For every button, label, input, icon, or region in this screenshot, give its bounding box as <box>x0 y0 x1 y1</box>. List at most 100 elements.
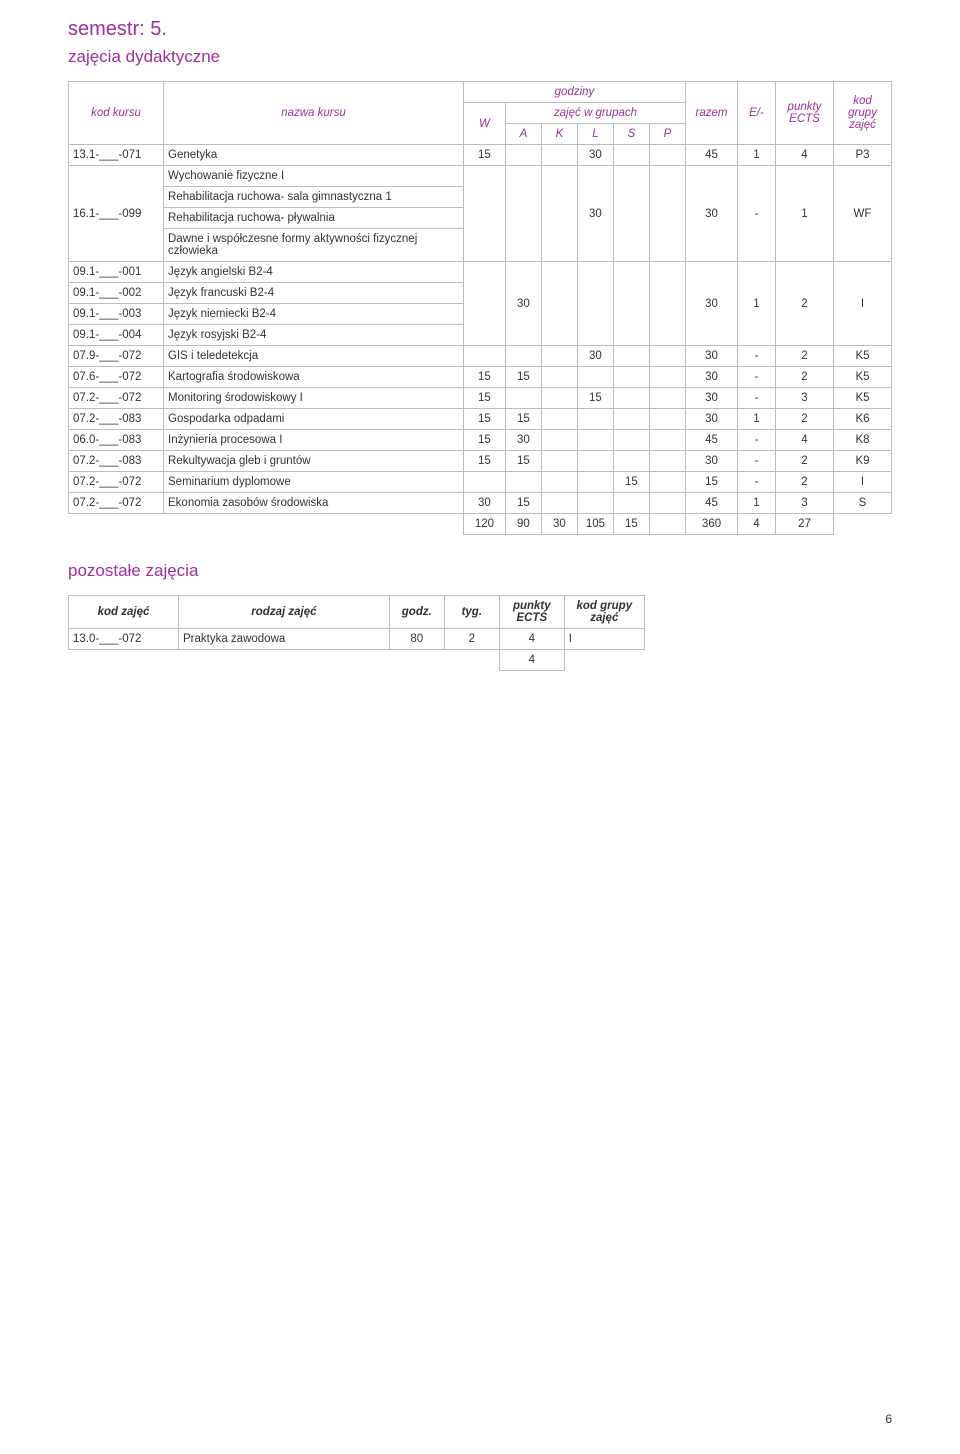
cell: 30 <box>463 493 505 514</box>
cell: 45 <box>686 493 738 514</box>
cell <box>613 166 649 262</box>
sum-blank <box>164 514 464 535</box>
cell <box>463 166 505 262</box>
cell <box>613 430 649 451</box>
cell: 30 <box>505 262 541 346</box>
cell: 30 <box>686 451 738 472</box>
cell: 15 <box>686 472 738 493</box>
cell: 1 <box>738 409 776 430</box>
cell-nazwa: Dawne i współczesne formy aktywności fiz… <box>164 229 464 262</box>
cell <box>577 262 613 346</box>
cell <box>505 388 541 409</box>
cell-nazwa: Rekultywacja gleb i gruntów <box>164 451 464 472</box>
cell: 30 <box>686 367 738 388</box>
cell: 2 <box>444 629 499 650</box>
cell-kd: 09.1-___-003 <box>69 304 164 325</box>
cell: K5 <box>834 346 892 367</box>
cell: - <box>738 388 776 409</box>
cell: 4 <box>499 629 564 650</box>
table-sum-row: 4 <box>69 650 645 671</box>
sum-cell: 90 <box>505 514 541 535</box>
sum-cell: 30 <box>541 514 577 535</box>
cell <box>577 430 613 451</box>
cell: 45 <box>686 145 738 166</box>
th-nazwa-kursu: nazwa kursu <box>164 82 464 145</box>
subheading-didactic: zajęcia dydaktyczne <box>68 47 892 67</box>
cell-nazwa: Wychowanie fizyczne I <box>164 166 464 187</box>
th-S: S <box>613 124 649 145</box>
cell: 30 <box>577 346 613 367</box>
cell: K9 <box>834 451 892 472</box>
table-row: 07.6-___-072Kartografia środowiskowa1515… <box>69 367 892 388</box>
cell: 1 <box>738 493 776 514</box>
cell: 30 <box>505 430 541 451</box>
cell: 2 <box>776 409 834 430</box>
table-row: 13.1-___-071 Genetyka 15 30 45 1 4 P3 <box>69 145 892 166</box>
cell-kd: 13.1-___-071 <box>69 145 164 166</box>
cell <box>649 166 685 262</box>
sum-cell: 360 <box>686 514 738 535</box>
cell-kd: 13.0-___-072 <box>69 629 179 650</box>
cell <box>649 493 685 514</box>
semester-heading: semestr: 5. <box>68 18 892 41</box>
cell-kd: 09.1-___-002 <box>69 283 164 304</box>
cell <box>649 346 685 367</box>
cell <box>541 346 577 367</box>
cell <box>613 451 649 472</box>
th-P: P <box>649 124 685 145</box>
cell-nazwa: Język francuski B2-4 <box>164 283 464 304</box>
cell: 2 <box>776 472 834 493</box>
cell <box>541 388 577 409</box>
cell-nazwa: Seminarium dyplomowe <box>164 472 464 493</box>
cell-kd: 07.2-___-083 <box>69 451 164 472</box>
sum-cell: 4 <box>499 650 564 671</box>
cell <box>649 451 685 472</box>
cell: 2 <box>776 262 834 346</box>
sum-blank <box>564 650 644 671</box>
cell <box>541 367 577 388</box>
cell: 4 <box>776 145 834 166</box>
cell: - <box>738 166 776 262</box>
sum-cell: 120 <box>463 514 505 535</box>
table-row: 09.1-___-001 Język angielski B2-4 30 30 … <box>69 262 892 283</box>
cell <box>577 367 613 388</box>
cell-nazwa: Język angielski B2-4 <box>164 262 464 283</box>
cell-kd: 09.1-___-004 <box>69 325 164 346</box>
th2-tyg: tyg. <box>444 596 499 629</box>
second-table: kod zajęć rodzaj zajęć godz. tyg. punkty… <box>68 595 645 671</box>
cell: 1 <box>776 166 834 262</box>
th-razem: razem <box>686 82 738 145</box>
cell-kd: 09.1-___-001 <box>69 262 164 283</box>
cell <box>613 346 649 367</box>
cell-nazwa: Gospodarka odpadami <box>164 409 464 430</box>
th2-kodgr: kod grupy zajęć <box>564 596 644 629</box>
cell: 15 <box>463 409 505 430</box>
cell: I <box>834 262 892 346</box>
cell: 1 <box>738 262 776 346</box>
th-godziny: godziny <box>463 82 685 103</box>
cell <box>613 388 649 409</box>
th2-ects: punkty ECTS <box>499 596 564 629</box>
cell <box>649 367 685 388</box>
cell <box>649 472 685 493</box>
cell <box>541 493 577 514</box>
sum-blank <box>179 650 390 671</box>
sum-cell: 27 <box>776 514 834 535</box>
cell: 30 <box>686 346 738 367</box>
cell: P3 <box>834 145 892 166</box>
cell <box>649 145 685 166</box>
sum-blank <box>834 514 892 535</box>
cell-kd: 06.0-___-083 <box>69 430 164 451</box>
cell <box>613 262 649 346</box>
cell: 30 <box>577 145 613 166</box>
cell: 3 <box>776 388 834 409</box>
cell <box>541 262 577 346</box>
th-zajec-grup: zajęć w grupach <box>505 103 685 124</box>
cell-kd-wf: 16.1-___-099 <box>69 166 164 262</box>
cell-nazwa: Język rosyjski B2-4 <box>164 325 464 346</box>
cell: 15 <box>463 367 505 388</box>
sum-cell <box>649 514 685 535</box>
page-number: 6 <box>885 1412 892 1426</box>
cell-nazwa: Praktyka zawodowa <box>179 629 390 650</box>
table-row: 07.2-___-072Ekonomia zasobów środowiska3… <box>69 493 892 514</box>
